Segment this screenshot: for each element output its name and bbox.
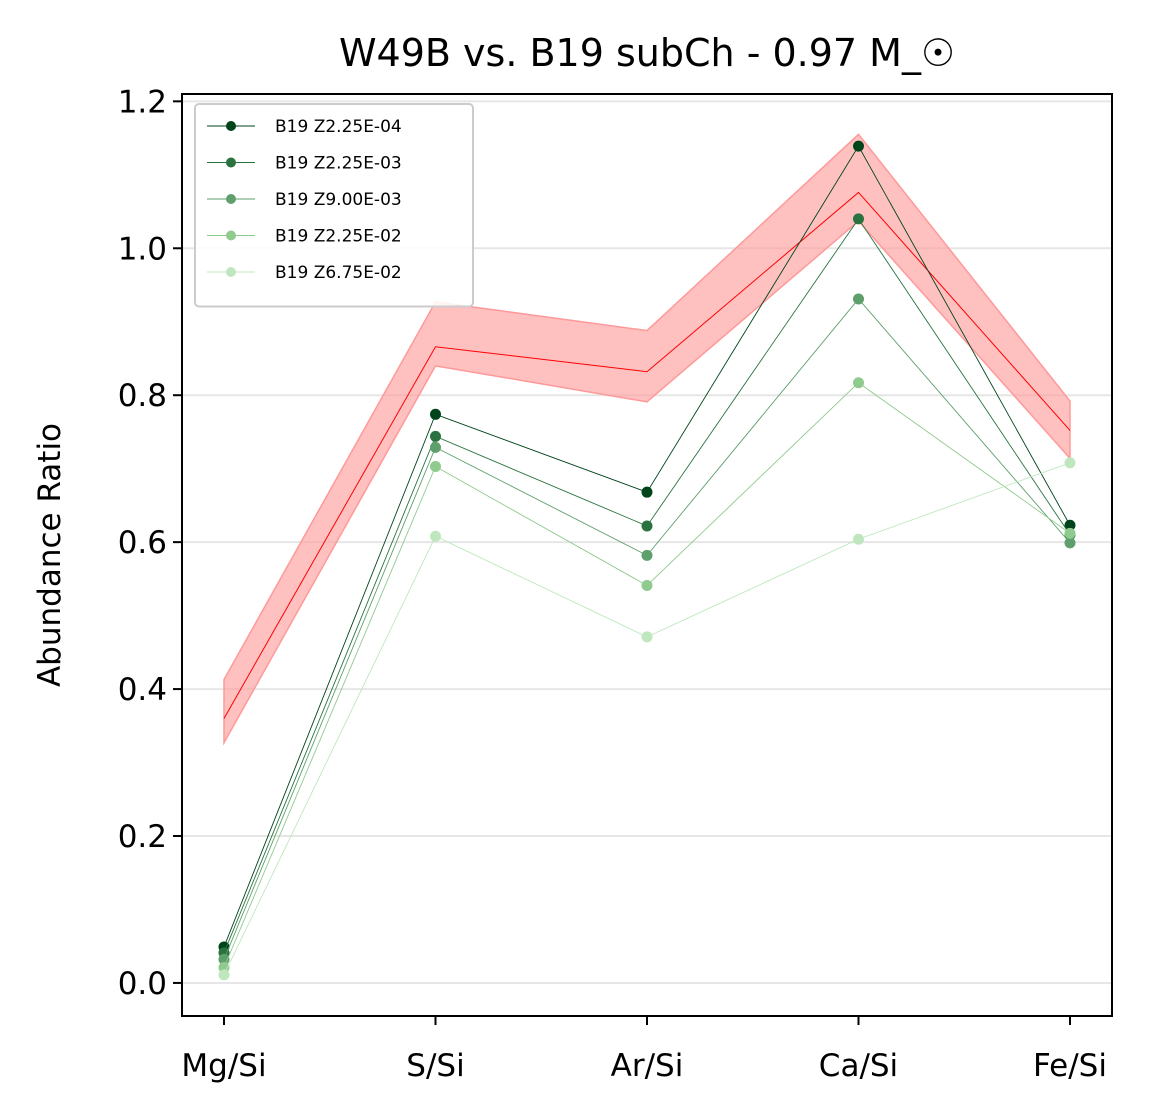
data-point (430, 430, 441, 442)
data-point (1064, 457, 1076, 469)
data-point (853, 377, 864, 389)
data-point (853, 533, 864, 545)
legend-marker (226, 157, 236, 168)
x-tick-label: Mg/Si (181, 1048, 266, 1084)
y-tick-label: 0.8 (118, 378, 167, 414)
legend-marker (226, 230, 236, 241)
legend-label: B19 Z6.75E-02 (275, 263, 402, 283)
series-1 (218, 213, 1076, 959)
x-tick-label: Ca/Si (819, 1048, 898, 1084)
y-tick-label: 0.0 (118, 966, 167, 1002)
chart-title: W49B vs. B19 subCh - 0.97 M_☉ (339, 31, 955, 75)
data-point (218, 969, 230, 981)
data-point (430, 460, 441, 472)
legend-marker (226, 194, 236, 204)
series-4 (218, 457, 1076, 981)
data-point (853, 213, 864, 225)
data-point (641, 520, 653, 532)
legend-entry: B19 Z2.25E-02 (207, 227, 402, 247)
legend-label: B19 Z9.00E-03 (275, 190, 402, 210)
data-point (641, 579, 653, 591)
legend-entry: B19 Z9.00E-03 (207, 190, 402, 210)
data-point (1064, 519, 1076, 531)
legend-entry: B19 Z2.25E-04 (207, 117, 402, 137)
x-tick-label: S/Si (406, 1048, 464, 1084)
data-point (641, 631, 653, 643)
series-0 (218, 140, 1076, 953)
legend-label: B19 Z2.25E-04 (275, 117, 402, 137)
legend-marker (226, 267, 236, 277)
series-2 (218, 293, 1076, 965)
data-point (430, 441, 441, 453)
y-axis-label: Abundance Ratio (32, 423, 68, 687)
x-tick-label: Ar/Si (611, 1048, 684, 1084)
series-line (223, 462, 1071, 976)
legend-label: B19 Z2.25E-03 (275, 154, 402, 174)
data-point (853, 140, 864, 152)
legend-box (194, 103, 474, 308)
data-point (853, 293, 864, 305)
legend: B19 Z2.25E-04 B19 Z2.25E-03 B19 Z9.00E-03 B… (194, 103, 474, 308)
x-tick-label: Fe/Si (1033, 1048, 1107, 1084)
y-tick-label: 0.6 (118, 525, 167, 561)
legend-entry: B19 Z2.25E-03 (207, 154, 402, 174)
series-3 (218, 377, 1076, 974)
legend-marker (226, 121, 236, 131)
y-tick-label: 0.4 (118, 672, 167, 708)
y-tick-label: 1.2 (118, 84, 167, 120)
legend-label: B19 Z2.25E-02 (275, 227, 402, 247)
data-point (430, 530, 441, 542)
series-layer (218, 140, 1076, 981)
data-point (218, 953, 230, 965)
data-point (641, 486, 653, 498)
data-point (641, 549, 653, 561)
legend-entry: B19 Z6.75E-02 (207, 263, 402, 283)
data-point (430, 408, 441, 420)
data-point (1064, 527, 1076, 539)
data-point (1064, 537, 1076, 549)
y-tick-label: 0.2 (118, 819, 167, 855)
axes: 0.0 0.2 0.4 0.6 0.8 1.0 1.2 Mg/Si S/Si Ar/Si Ca/Si… (118, 84, 1107, 1084)
y-tick-label: 1.0 (118, 231, 167, 267)
